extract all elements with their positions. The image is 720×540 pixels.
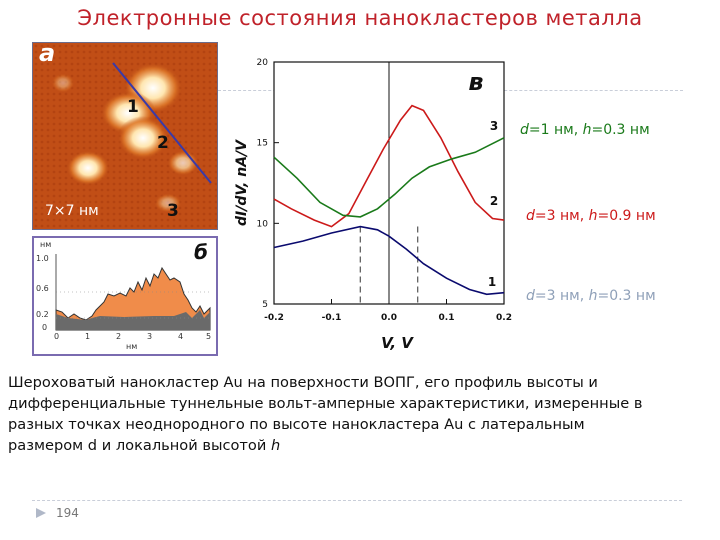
profile-y-tick: 0.6 <box>36 284 49 293</box>
x-tick-label: -0.1 <box>322 313 342 323</box>
x-tick-label: 0.0 <box>381 313 397 323</box>
profile-y-tick: 0 <box>42 323 48 332</box>
curve-label-1-h: h <box>588 288 598 304</box>
curve-label-3-hval: =0.3 нм <box>591 122 650 138</box>
curve-label-1-hval: =0.3 нм <box>597 288 656 304</box>
series-label-1: 1 <box>488 275 496 289</box>
description-italic-h: h <box>271 437 281 454</box>
page-number: 194 <box>56 506 79 520</box>
y-tick-label: 10 <box>257 219 269 229</box>
stm-scale-label: 7×7 нм <box>45 203 99 219</box>
stm-image-graphic <box>33 43 217 229</box>
profile-y-tick: 1.0 <box>36 254 49 263</box>
slide-title: Электронные состояния нанокластеров мета… <box>77 6 643 30</box>
y-axis-label: dI/dV, nA/V <box>234 139 250 226</box>
series-label-3: 3 <box>490 119 498 133</box>
profile-x-tick: 5 <box>206 332 212 341</box>
y-tick-label: 20 <box>257 58 269 68</box>
description-text: Шероховатый нанокластер Au на поверхност… <box>8 372 648 456</box>
profile-x-tick: 1 <box>85 332 91 341</box>
curve-label-3-d: d <box>520 122 529 138</box>
didv-chart-svg: -0.2 -0.1 0.0 0.1 0.2 5 10 15 20 V, V dI/dV, nA/V в… <box>234 58 512 352</box>
x-axis-label: V, V <box>381 334 414 352</box>
curve-label-3: d=1 нм, h=0.3 нм <box>520 122 650 138</box>
didv-chart: -0.2 -0.1 0.0 0.1 0.2 5 10 15 20 V, V dI/dV, nA/V в… <box>232 42 520 360</box>
profile-x-tick: 2 <box>116 332 122 341</box>
stm-image: а 1 2 3 7×7 нм <box>32 42 218 230</box>
curve-label-2-h: h <box>588 208 598 224</box>
curve-label-3-h: h <box>582 122 592 138</box>
page-arrow-icon <box>36 508 46 518</box>
stm-point-label-2: 2 <box>157 133 169 153</box>
series-line-2 <box>273 104 505 228</box>
curve-label-1-dval: =3 нм, <box>534 288 589 304</box>
x-tick-label: 0.2 <box>496 313 512 323</box>
profile-y-unit: нм <box>40 240 52 249</box>
profile-x-tick: 3 <box>147 332 153 341</box>
profile-x-tick: 0 <box>54 332 60 341</box>
height-profile-graphic <box>55 254 211 331</box>
curve-label-2-hval: =0.9 нм <box>597 208 656 224</box>
curve-label-2-d: d <box>526 208 535 224</box>
profile-panel-letter: б <box>194 240 208 264</box>
profile-y-tick: 0.2 <box>36 310 49 319</box>
curve-label-2: d=3 нм, h=0.9 нм <box>526 208 656 224</box>
description-body: Шероховатый нанокластер Au на поверхност… <box>8 374 643 454</box>
series-label-2: 2 <box>490 194 498 208</box>
y-tick-label: 15 <box>257 139 268 149</box>
y-tick-label: 5 <box>262 300 268 310</box>
chart-panel-letter: в <box>468 68 483 96</box>
curve-label-2-dval: =3 нм, <box>534 208 589 224</box>
series-line-1 <box>273 225 505 296</box>
x-tick-label: -0.2 <box>264 313 284 323</box>
height-profile-panel: нм 1.0 0.6 0.2 0 б 0 1 2 3 4 5 нм <box>32 236 218 356</box>
stm-panel-letter: а <box>39 42 56 67</box>
profile-x-unit: нм <box>126 342 138 351</box>
curve-label-1: d=3 нм, h=0.3 нм <box>526 288 656 304</box>
stm-point-label-1: 1 <box>127 97 139 117</box>
curve-label-3-dval: =1 нм, <box>528 122 583 138</box>
stm-point-label-3: 3 <box>167 201 179 221</box>
profile-x-tick: 4 <box>178 332 184 341</box>
series-line-3 <box>273 137 505 218</box>
curve-label-1-d: d <box>526 288 535 304</box>
x-tick-label: 0.1 <box>439 313 455 323</box>
divider-bottom <box>32 500 682 501</box>
